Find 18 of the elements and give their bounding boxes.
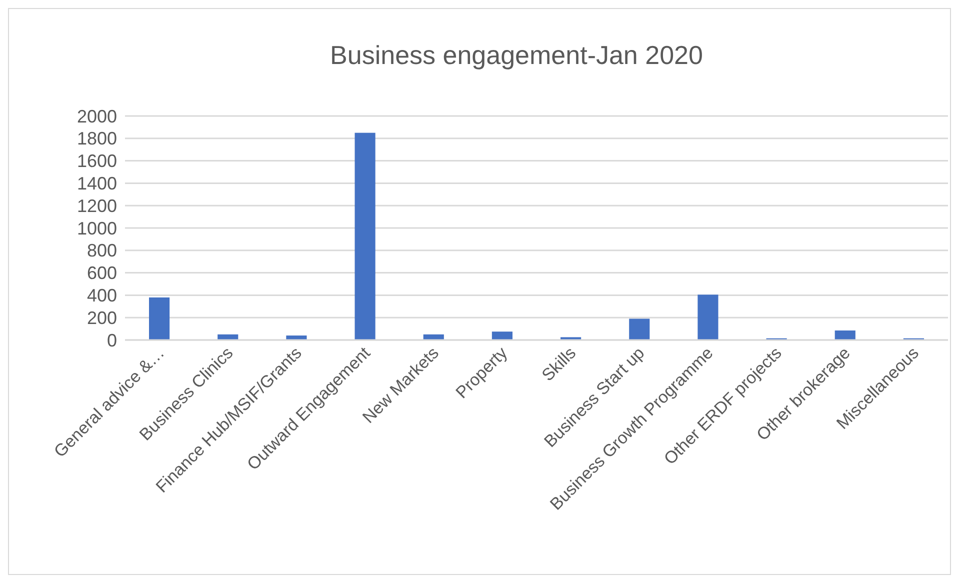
y-tick-label: 2000 (76, 106, 117, 126)
bar (698, 294, 718, 340)
y-tick-label: 1200 (76, 196, 117, 216)
y-tick-label: 800 (86, 240, 117, 261)
chart-title: Business engagement-Jan 2020 (330, 40, 703, 70)
y-tick-label: 0 (106, 330, 117, 350)
bar (492, 332, 512, 340)
y-tick-label: 1600 (76, 151, 117, 172)
bar (354, 132, 376, 340)
y-tick-label: 1000 (76, 218, 117, 238)
y-tick-label: 1800 (76, 128, 117, 149)
bar (834, 330, 856, 340)
y-tick-label: 1400 (76, 174, 117, 194)
y-tick-label: 200 (86, 308, 117, 328)
bar (149, 297, 170, 340)
bar (629, 318, 650, 340)
y-tick-label: 400 (86, 286, 117, 306)
y-tick-label: 600 (86, 263, 117, 284)
